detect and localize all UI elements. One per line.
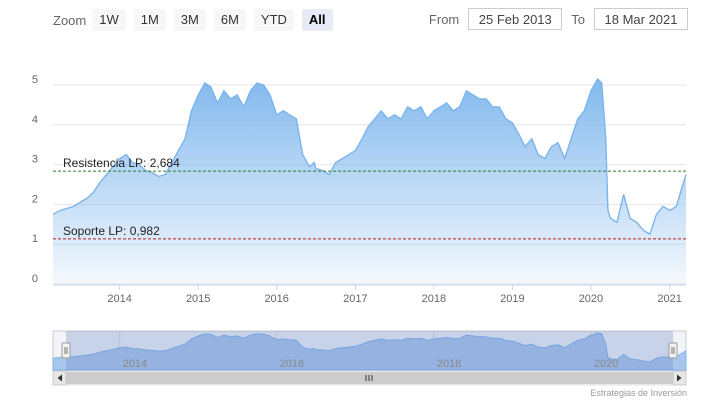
- credits-link[interactable]: Estrategias de Inversión: [590, 388, 687, 398]
- x-tick-label: 2021: [657, 293, 681, 305]
- scrollbar[interactable]: [52, 370, 687, 386]
- zoom-toolbar: Zoom 1W 1M 3M 6M YTD All: [53, 9, 341, 31]
- y-tick-label: 4: [32, 114, 38, 126]
- navigator-tick-label: 2016: [280, 358, 304, 370]
- x-tick-label: 2019: [500, 293, 524, 305]
- y-tick-label: 5: [32, 74, 38, 86]
- y-tick-label: 0: [32, 273, 38, 285]
- to-date-input[interactable]: [594, 8, 688, 30]
- resistance-label: Resistencia LP: 2,684: [63, 156, 180, 170]
- navigator-series-area: [52, 332, 687, 371]
- zoom-label: Zoom: [53, 12, 87, 28]
- navigator-selected-range[interactable]: [66, 331, 673, 371]
- y-tick-label: 2: [32, 193, 38, 205]
- navigator-left-handle[interactable]: [61, 342, 71, 359]
- from-date-input[interactable]: [468, 8, 563, 30]
- navigator-tick-label: 2014: [123, 358, 147, 370]
- series-area: [53, 79, 686, 285]
- arrow-left-icon: [57, 374, 62, 382]
- navigator-tick-label: 2020: [594, 358, 618, 370]
- date-range-selector: From To: [420, 8, 688, 30]
- x-tick-label: 2015: [186, 293, 210, 305]
- x-tick-label: 2020: [579, 293, 603, 305]
- from-label: From: [428, 11, 460, 27]
- to-label: To: [571, 11, 585, 27]
- zoom-button-1w[interactable]: 1W: [92, 9, 126, 31]
- zoom-button-1m[interactable]: 1M: [133, 9, 166, 31]
- zoom-button-6m[interactable]: 6M: [213, 9, 246, 31]
- navigator-right-handle[interactable]: [668, 342, 678, 359]
- x-tick-label: 2018: [422, 293, 446, 305]
- y-tick-label: 1: [32, 233, 38, 245]
- navigator[interactable]: 2014 2016 2018 2020: [52, 330, 687, 372]
- series-line: [52, 77, 687, 236]
- x-tick-label: 2017: [343, 293, 367, 305]
- navigator-tick-label: 2018: [437, 358, 461, 370]
- zoom-button-all[interactable]: All: [301, 9, 333, 31]
- support-label: Soporte LP: 0,982: [63, 224, 160, 238]
- arrow-right-icon: [677, 374, 682, 382]
- x-tick-label: 2016: [264, 293, 288, 305]
- y-tick-label: 3: [32, 154, 38, 166]
- x-tick-label: 2014: [107, 293, 131, 305]
- zoom-button-ytd[interactable]: YTD: [253, 9, 294, 31]
- zoom-button-3m[interactable]: 3M: [173, 9, 206, 31]
